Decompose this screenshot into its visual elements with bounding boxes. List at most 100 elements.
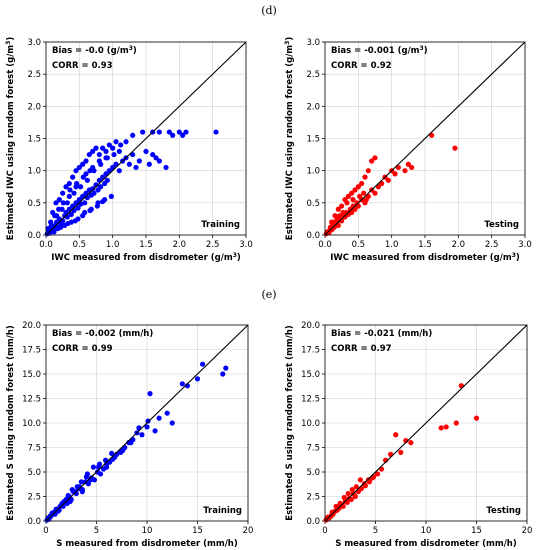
- data-point: [169, 420, 175, 426]
- y-tick-label: 15.0: [22, 370, 41, 380]
- data-point: [56, 206, 62, 212]
- y-axis-label: Estimated S using random forest (mm/h): [6, 325, 16, 521]
- x-tick-label: 1.0: [106, 240, 120, 250]
- data-point: [58, 224, 64, 230]
- data-point: [352, 493, 358, 500]
- data-point: [56, 197, 62, 203]
- x-tick-label: 1.0: [385, 240, 399, 250]
- data-point: [103, 155, 109, 161]
- data-point: [116, 148, 122, 154]
- y-tick-label: 7.5: [306, 444, 320, 454]
- data-point: [96, 158, 102, 164]
- bias-annotation: Bias = -0.002 (mm/h): [52, 329, 153, 339]
- x-tick-label: 15: [471, 526, 482, 536]
- data-point: [46, 230, 52, 236]
- data-point: [345, 490, 351, 497]
- x-tick-label: 3.0: [239, 240, 253, 250]
- data-point: [128, 440, 134, 446]
- plot-frame: [45, 41, 247, 236]
- y-tick-label: 5.0: [306, 468, 320, 478]
- data-point: [164, 410, 170, 416]
- y-tick-label: 1.0: [27, 167, 41, 177]
- x-tick-label: 5: [94, 526, 99, 536]
- one-to-one-line: [45, 41, 247, 236]
- data-point: [100, 198, 106, 205]
- y-tick-label: 2.5: [27, 70, 41, 80]
- x-tick-label: 2.0: [173, 240, 187, 250]
- data-point: [473, 415, 480, 421]
- data-point: [147, 391, 153, 397]
- data-point: [120, 447, 126, 454]
- data-point: [372, 190, 378, 196]
- data-point: [83, 158, 89, 164]
- y-tick-label: 2.0: [27, 102, 41, 112]
- x-axis-label: IWC measured from disdrometer (g/m3): [330, 252, 520, 263]
- data-point: [91, 190, 97, 196]
- data-point: [136, 158, 142, 164]
- data-point: [156, 158, 162, 164]
- data-point: [349, 190, 355, 196]
- x-tick-label: 0.0: [39, 240, 53, 250]
- data-point: [453, 420, 459, 426]
- data-point: [133, 164, 139, 171]
- data-point: [348, 496, 354, 503]
- data-point: [194, 376, 201, 382]
- y-tick-label: 15.0: [301, 370, 320, 380]
- data-point: [82, 200, 88, 206]
- data-point: [90, 186, 96, 192]
- y-tick-label: 0.5: [306, 199, 320, 209]
- data-point: [349, 487, 355, 493]
- y-axis-label: Estimated S using random forest (mm/h): [285, 325, 295, 521]
- data-point: [398, 449, 404, 455]
- data-point: [355, 184, 361, 190]
- data-point: [139, 432, 145, 438]
- data-point: [409, 164, 415, 171]
- data-point: [385, 177, 391, 183]
- data-point: [176, 129, 182, 135]
- data-point: [71, 190, 77, 196]
- data-point: [80, 213, 86, 219]
- data-point: [340, 209, 346, 216]
- data-point: [87, 207, 93, 214]
- data-point: [452, 145, 458, 151]
- y-tick-label: 2.5: [27, 493, 41, 503]
- data-point: [213, 129, 219, 135]
- y-tick-label: 20.0: [22, 321, 41, 331]
- data-point: [143, 148, 149, 154]
- y-tick-label: 3.0: [306, 38, 320, 48]
- data-point: [357, 193, 363, 199]
- x-tick-label: 10: [421, 526, 432, 536]
- data-point: [57, 503, 63, 509]
- data-point: [145, 418, 151, 424]
- data-point: [113, 139, 119, 145]
- y-tick-label: 0.5: [27, 199, 41, 209]
- x-tick-label: 5: [373, 526, 378, 536]
- x-tick-label: 15: [192, 526, 203, 536]
- y-axis-label: Estimated IWC using random forest (g/m3): [5, 37, 16, 241]
- data-point: [106, 142, 112, 148]
- data-point: [67, 498, 73, 504]
- data-point: [96, 151, 102, 158]
- data-point: [359, 180, 365, 187]
- data-point: [70, 174, 76, 180]
- data-point: [130, 132, 136, 138]
- y-tick-label: 5.0: [27, 468, 41, 478]
- data-point: [405, 161, 411, 167]
- data-point: [146, 161, 152, 167]
- data-point: [350, 197, 356, 203]
- plot-frame: [324, 324, 528, 522]
- dataset-tag: Testing: [484, 220, 519, 230]
- data-point: [372, 155, 378, 161]
- x-tick-label: 0.5: [352, 240, 366, 250]
- data-point: [345, 193, 351, 199]
- data-point: [109, 450, 115, 456]
- x-tick-label: 10: [142, 526, 153, 536]
- scatter-panel-2: 0.0 0.5 1.0 1.5 2.0 2.5 3.0 0.0 0.5 1.0 1.5 2.0 2.5 3…: [284, 37, 532, 263]
- scatter-panel-4: 0 5 10 15 20 0.0 2.5 5.0 7.5 10.0 12.5 15.0 17.5 20.0…: [285, 321, 532, 549]
- y-tick-label: 17.5: [301, 346, 320, 356]
- y-tick-label: 1.0: [306, 167, 320, 177]
- bias-annotation: Bias = -0.021 (mm/h): [331, 329, 432, 339]
- dataset-tag: Testing: [486, 506, 521, 516]
- data-point: [80, 161, 86, 167]
- x-tick-label: 20: [243, 526, 254, 536]
